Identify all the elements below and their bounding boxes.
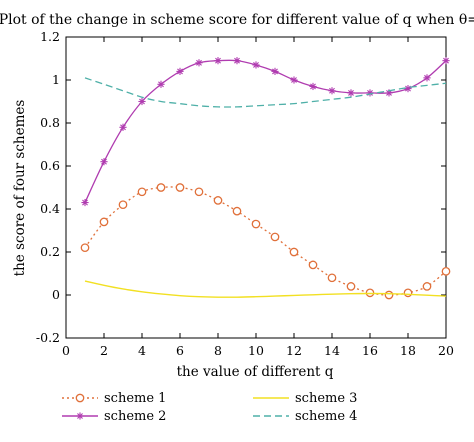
x-tick-label: 16 bbox=[362, 343, 378, 358]
scheme-1-point bbox=[289, 247, 299, 257]
scheme-1-point bbox=[327, 273, 337, 283]
series-scheme-2 bbox=[81, 57, 450, 207]
scheme-2-point bbox=[119, 123, 127, 131]
scheme-2-point bbox=[81, 198, 89, 207]
x-tick-label: 6 bbox=[176, 343, 184, 358]
legend-label: scheme 2 bbox=[104, 409, 166, 424]
legend: scheme 1 scheme 3 scheme 2 scheme 4 bbox=[62, 391, 357, 424]
scheme-1-point bbox=[270, 232, 280, 242]
scheme-2-point bbox=[252, 61, 260, 69]
y-tick-label: 0 bbox=[52, 287, 60, 302]
scheme-1-point bbox=[80, 243, 90, 253]
legend-item-scheme-1: scheme 1 bbox=[62, 391, 166, 406]
scheme-2-point bbox=[195, 59, 203, 67]
scheme-1-point bbox=[232, 206, 242, 216]
x-tick-label: 8 bbox=[214, 343, 222, 358]
legend-item-scheme-3: scheme 3 bbox=[253, 391, 357, 406]
scheme-4-line bbox=[84, 77, 447, 108]
scheme-1-point bbox=[346, 282, 356, 291]
y-tick-label: 1.2 bbox=[40, 29, 60, 44]
scheme-1-point bbox=[175, 183, 185, 192]
scheme-2-point bbox=[309, 82, 317, 91]
series-scheme-4 bbox=[84, 77, 447, 108]
series-scheme-1 bbox=[80, 183, 451, 300]
y-axis-title: the score of four schemes bbox=[12, 100, 28, 277]
legend-marker bbox=[76, 412, 84, 420]
x-tick-label: 2 bbox=[100, 343, 108, 358]
scheme-1-point bbox=[194, 187, 204, 197]
scheme-1-point bbox=[403, 288, 413, 298]
scheme-2-point bbox=[176, 67, 184, 75]
x-tick-label: 14 bbox=[324, 343, 340, 358]
scheme-1-point bbox=[422, 282, 432, 291]
scheme-2-point bbox=[100, 158, 108, 166]
scheme-2-point bbox=[328, 87, 336, 95]
scheme-1-point bbox=[156, 183, 166, 192]
x-tick-label: 10 bbox=[248, 343, 264, 358]
scheme-2-point bbox=[233, 57, 241, 65]
x-tick-label: 18 bbox=[400, 343, 416, 358]
y-tick-label: 1 bbox=[52, 72, 60, 87]
y-tick-label: 0.8 bbox=[40, 115, 60, 130]
scheme-2-point bbox=[157, 80, 165, 88]
legend-item-scheme-2: scheme 2 bbox=[62, 409, 166, 424]
legend-label: scheme 3 bbox=[295, 391, 357, 406]
scheme-2-point bbox=[347, 89, 355, 97]
series-scheme-3 bbox=[84, 280, 447, 298]
scheme-1-point bbox=[99, 217, 109, 227]
scheme-1-point bbox=[308, 260, 318, 270]
x-axis-title: the value of different q bbox=[177, 364, 334, 380]
scheme-1-point bbox=[384, 290, 394, 300]
legend-label: scheme 4 bbox=[295, 409, 357, 424]
y-tick-label: 0.2 bbox=[40, 244, 60, 259]
scheme-1-point bbox=[118, 200, 128, 210]
scheme-2-point bbox=[366, 89, 374, 97]
scheme-2-point bbox=[442, 57, 450, 65]
y-tick-label: 0.4 bbox=[40, 201, 60, 216]
x-tick-label: 0 bbox=[62, 343, 70, 358]
scheme-1-point bbox=[251, 219, 261, 229]
scheme-1-point bbox=[441, 266, 451, 276]
x-tick-label: 12 bbox=[286, 343, 302, 358]
scheme-2-point bbox=[423, 74, 431, 82]
scheme-2-point bbox=[271, 67, 279, 75]
legend-marker bbox=[75, 393, 85, 403]
axes: 0 2 4 6 8 10 12 14 16 18 20-0.200.20.40.60.811.2 bbox=[36, 29, 454, 358]
x-tick-label: 4 bbox=[138, 343, 146, 358]
chart-title: Plot of the change in scheme score for d… bbox=[0, 12, 474, 28]
series-group bbox=[80, 57, 451, 300]
scheme-2-point bbox=[404, 85, 412, 93]
y-tick-label: -0.2 bbox=[36, 330, 60, 345]
legend-item-scheme-4: scheme 4 bbox=[253, 409, 357, 424]
scheme-3-line bbox=[84, 280, 447, 298]
scheme-2-point bbox=[214, 57, 222, 65]
scheme-1-line bbox=[84, 186, 447, 296]
scheme-2-point bbox=[138, 97, 146, 106]
scheme-2-point bbox=[290, 76, 298, 84]
legend-label: scheme 1 bbox=[104, 391, 166, 406]
scheme-2-line bbox=[84, 59, 447, 203]
x-tick-label: 20 bbox=[438, 343, 454, 358]
scheme-1-point bbox=[137, 187, 147, 197]
y-tick-label: 0.6 bbox=[40, 158, 60, 173]
scheme-1-point bbox=[213, 196, 223, 205]
